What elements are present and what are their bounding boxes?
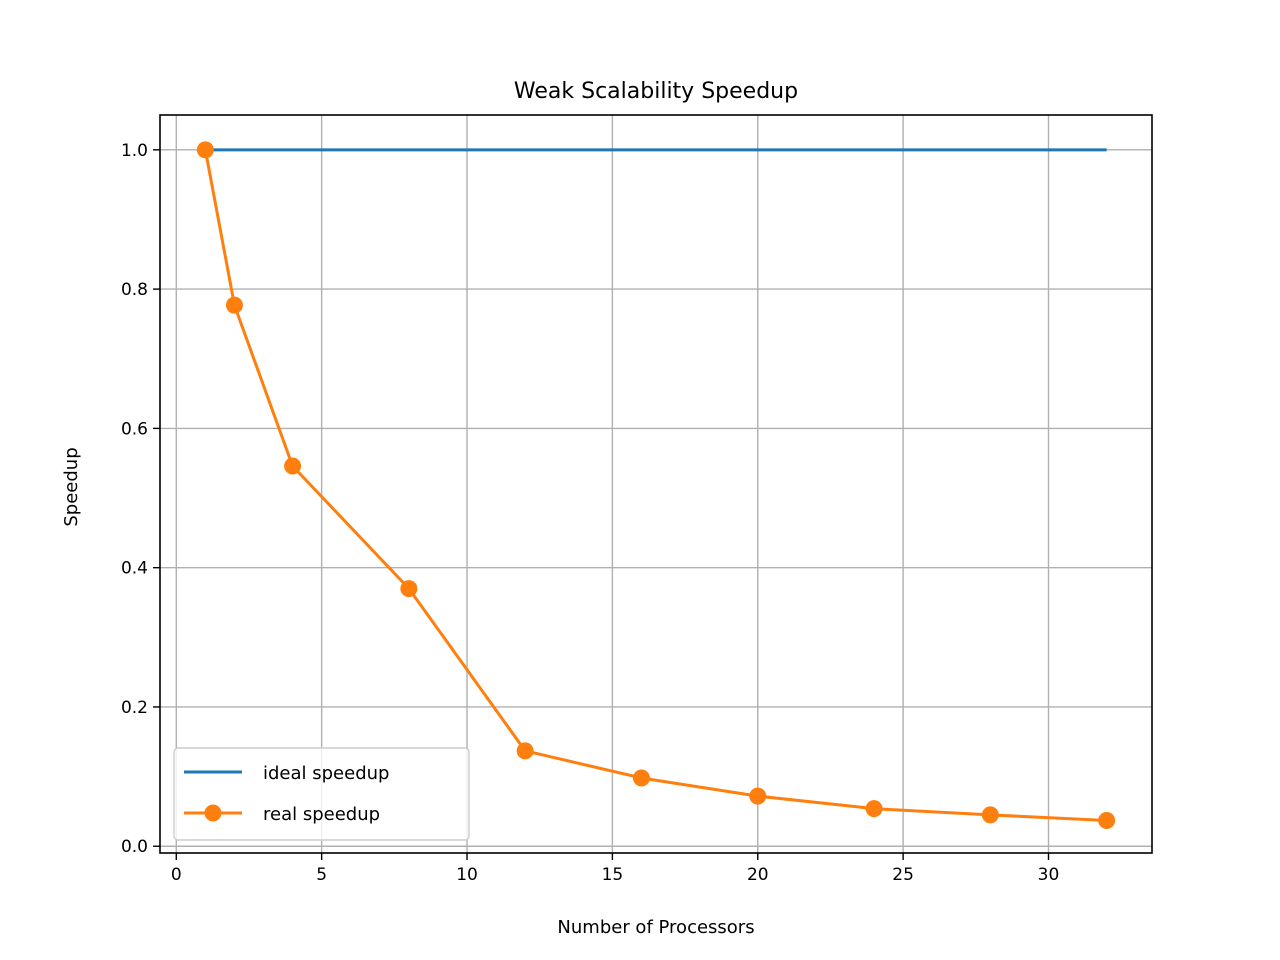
legend-box (173, 747, 470, 841)
x-tick-label: 30 (1038, 865, 1060, 885)
legend: ideal speedup real speedup (173, 747, 470, 841)
y-tick-label: 0.4 (121, 559, 148, 579)
x-tick-label: 5 (316, 865, 327, 885)
x-tick-label: 20 (747, 865, 769, 885)
y-tick-label: 0.0 (121, 837, 148, 857)
series-point (516, 742, 534, 760)
ticks: 0 5 10 15 20 25 30 0.0 0.2 0.4 0.6 0.8 1.0 (121, 141, 1059, 885)
y-tick-label: 0.6 (121, 419, 148, 439)
series-point (400, 580, 418, 598)
series-line-1 (203, 149, 1107, 822)
series-point (1098, 811, 1116, 829)
x-axis-label: Number of Processors (557, 917, 754, 938)
series-point (225, 296, 243, 314)
x-tick-label: 10 (456, 865, 478, 885)
y-tick-label: 0.2 (121, 698, 148, 718)
series-layer (196, 141, 1116, 829)
plot-frame (159, 114, 1153, 854)
legend-label: ideal speedup (263, 763, 389, 784)
x-tick-label: 25 (892, 865, 914, 885)
y-axis-label: Speedup (61, 447, 82, 526)
series-point (632, 769, 650, 787)
legend-swatch-marker (204, 804, 222, 822)
series-point (981, 806, 999, 824)
x-tick-label: 15 (602, 865, 624, 885)
series-point (196, 141, 214, 159)
chart-title: Weak Scalability Speedup (514, 79, 798, 104)
x-tick-label: 0 (171, 865, 182, 885)
grid (160, 115, 1152, 853)
series-point (865, 800, 883, 818)
y-tick-label: 1.0 (121, 141, 148, 161)
series-point (284, 457, 302, 475)
legend-label: real speedup (263, 804, 380, 825)
y-tick-label: 0.8 (121, 280, 148, 300)
series-point (749, 787, 767, 805)
